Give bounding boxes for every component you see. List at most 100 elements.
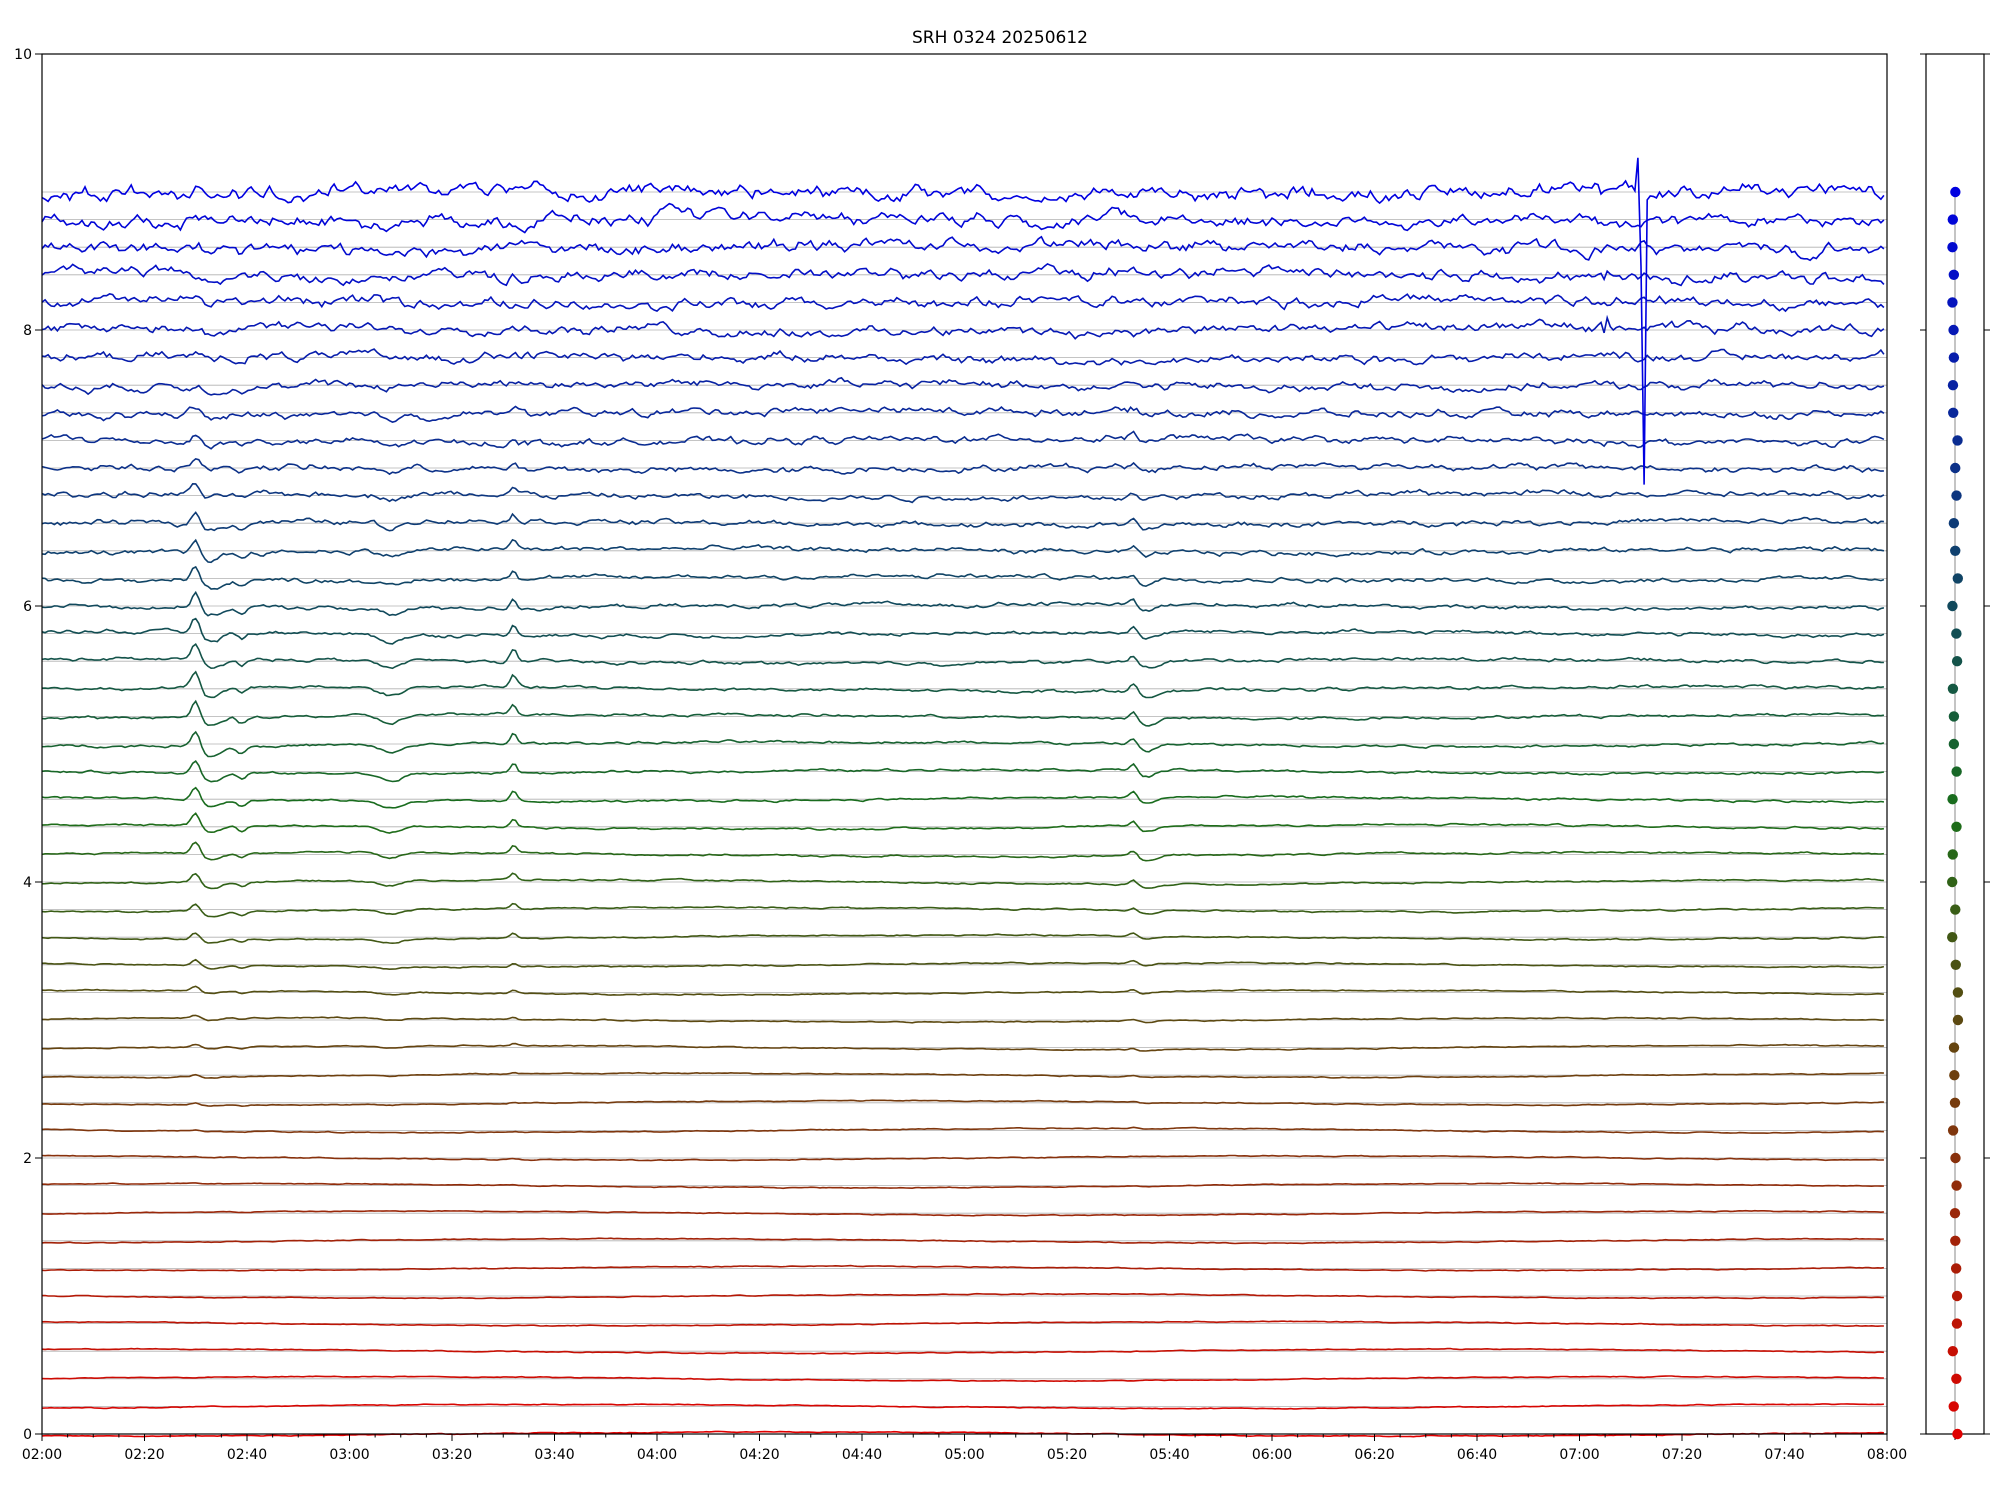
series-line [41,482,1885,504]
legend-marker [1947,214,1959,225]
legend-marker [1947,297,1958,308]
legend-marker [1948,352,1960,363]
x-tick-label: 05:00 [944,1447,984,1463]
series-line [41,293,1885,313]
y-tick-label: 4 [23,875,32,891]
series-line [41,699,1885,727]
series-line [41,511,1884,532]
legend-marker [1946,876,1958,888]
x-tick-label: 06:00 [1252,1447,1292,1463]
series-lines [41,157,1885,1438]
series-line [41,1154,1884,1162]
legend-marker [1951,1373,1962,1385]
series-line [41,1375,1884,1383]
y-tick-label: 0 [23,1427,32,1443]
legend-marker [1948,738,1960,750]
series-line [41,812,1885,834]
y-tick-label: 10 [14,47,32,63]
legend-marker [1947,1125,1959,1136]
legend-marker [1948,269,1960,280]
legend-markers [1946,186,1964,1440]
series-line [41,1264,1885,1272]
legend-marker [1951,1318,1963,1329]
legend-marker [1949,1097,1961,1109]
series-line [41,872,1884,890]
legend-marker [1951,1290,1963,1302]
series-line [41,348,1885,366]
series-line [41,1292,1884,1300]
x-tick-label: 05:20 [1047,1447,1087,1463]
legend-marker [1949,1208,1961,1219]
legend-marker [1948,518,1960,529]
legend-marker [1947,932,1958,943]
series-line [41,902,1884,918]
x-tick-label: 03:40 [534,1447,574,1463]
series-line [41,235,1885,262]
x-tick-label: 07:00 [1559,1447,1599,1463]
series-line [41,730,1885,758]
series-line [41,1209,1884,1217]
series-line [41,1320,1884,1328]
legend-marker [1948,407,1959,418]
x-tick-label: 08:00 [1867,1447,1907,1463]
legend-marker [1952,573,1964,584]
legend-marker [1948,1401,1959,1412]
x-tick-label: 06:40 [1457,1447,1497,1463]
y-tick-label: 8 [23,323,32,339]
series-line [41,1099,1884,1108]
legend-marker [1950,1235,1961,1247]
series-line [41,1430,1884,1438]
y-tick-label: 6 [23,599,32,615]
series-line [41,376,1885,396]
series-line [42,1182,1884,1190]
legend-marker [1950,545,1961,556]
legend-marker [1950,186,1961,198]
series-line [41,1126,1884,1135]
legend-marker [1948,711,1960,722]
series-line [41,759,1885,783]
x-tick-label: 05:40 [1149,1447,1189,1463]
series-line [42,1014,1884,1024]
series-line [41,157,1885,485]
grid-lines [42,191,1887,1435]
series-line [41,786,1885,809]
legend-marker [1947,380,1959,391]
series-line [41,932,1885,945]
series-line [42,1042,1884,1052]
legend-marker [1952,435,1963,446]
x-tick-label: 04:40 [842,1447,882,1463]
x-tick-label: 07:20 [1662,1447,1702,1463]
x-tick-label: 02:40 [227,1447,267,1463]
x-tick-label: 03:20 [432,1447,472,1463]
legend-marker [1947,1346,1959,1357]
legend-marker [1951,1180,1962,1191]
series-line [41,565,1885,590]
legend-marker [1947,849,1958,860]
legend-marker [1950,904,1961,915]
legend-marker [1951,766,1962,777]
series-line [41,617,1885,645]
legend-marker [1951,490,1962,501]
legend-marker [1948,1042,1960,1053]
series-line [41,314,1885,340]
series-line [41,262,1885,287]
series-line [41,670,1885,699]
legend-marker [1949,1070,1960,1081]
x-tick-label: 07:40 [1764,1447,1804,1463]
x-tick-label: 04:20 [739,1447,779,1463]
series-line [41,430,1885,450]
series-line [41,643,1884,670]
legend-marker [1947,242,1958,253]
x-tick-label: 03:00 [329,1447,369,1463]
series-line [41,841,1884,862]
x-tick-label: 04:00 [637,1447,677,1463]
legend-marker [1948,324,1959,336]
legend-marker [1952,1014,1964,1026]
series-line [41,538,1885,564]
series-line [41,1347,1884,1355]
legend-marker [1952,1428,1963,1440]
series-line [41,1237,1884,1245]
x-tick-label: 02:00 [22,1447,62,1463]
legend-marker [1950,1263,1962,1274]
